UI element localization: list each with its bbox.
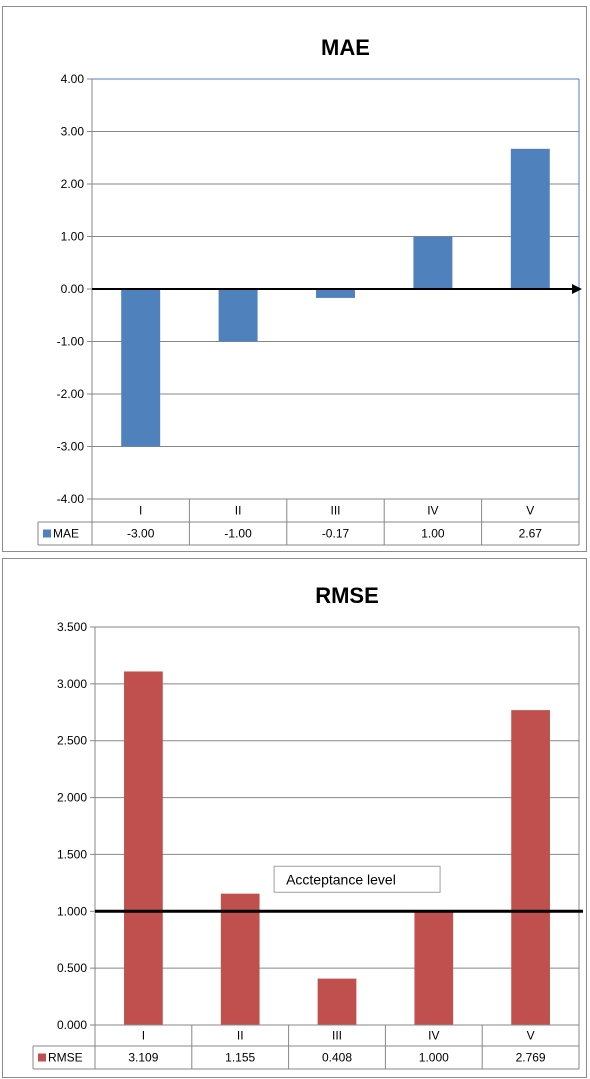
- mae-chart-title: MAE: [321, 35, 370, 60]
- rmse-chart-title: RMSE: [315, 583, 379, 608]
- mae-category-label-3: III: [330, 504, 340, 518]
- rmse-bar-2: [220, 893, 260, 1025]
- rmse-acceptance-label: Accteptance level: [286, 871, 396, 887]
- mae-value-label-5: 2.67: [519, 527, 543, 541]
- rmse-category-label-2: II: [237, 1029, 244, 1043]
- rmse-value-label-2: 1.155: [225, 1051, 255, 1065]
- rmse-category-label-3: III: [332, 1029, 342, 1043]
- rmse-category-label-1: I: [142, 1029, 145, 1043]
- mae-value-label-2: -1.00: [224, 527, 252, 541]
- mae-ytick-label-5: -1.00: [57, 335, 85, 349]
- mae-ytick-label-8: -4.00: [57, 492, 85, 506]
- mae-category-label-1: I: [139, 504, 142, 518]
- rmse-category-label-4: IV: [428, 1029, 439, 1043]
- rmse-ytick-label-6: 0.500: [57, 961, 87, 975]
- rmse-bar-1: [124, 671, 163, 1025]
- mae-ytick-label-6: -2.00: [57, 387, 85, 401]
- mae-ytick-label-1: 3.00: [61, 125, 85, 139]
- rmse-chart-panel: RMSE 3.500 3.000 2.500 2.000 1.500 1.000 0.500 0…: [2, 558, 587, 1078]
- mae-bar-1: [121, 289, 161, 447]
- rmse-ytick-label-5: 1.000: [57, 904, 87, 918]
- rmse-ytick-label-4: 1.500: [57, 847, 87, 861]
- mae-category-label-5: V: [526, 504, 534, 518]
- mae-bar-4: [413, 236, 453, 289]
- mae-chart-panel: MAE 4.00 3.00 2.00 1.00 0.00 -1.00 -2.00 -3.00 -4…: [2, 6, 587, 552]
- rmse-category-label-5: V: [527, 1029, 535, 1043]
- mae-ytick-label-0: 4.00: [61, 72, 85, 86]
- mae-value-label-4: 1.00: [421, 527, 445, 541]
- mae-bar-2: [218, 289, 258, 342]
- rmse-legend-swatch: [38, 1053, 46, 1062]
- mae-zero-axis-arrowhead: [572, 284, 582, 294]
- mae-ytick-label-3: 1.00: [61, 230, 85, 244]
- rmse-bar-4: [414, 911, 454, 1025]
- rmse-chart: RMSE 3.500 3.000 2.500 2.000 1.500 1.000 0.500 0…: [32, 583, 583, 1070]
- mae-ytick-label-2: 2.00: [61, 177, 85, 191]
- rmse-bar-5: [511, 710, 550, 1025]
- rmse-value-label-3: 0.408: [322, 1051, 352, 1065]
- mae-value-label-3: -0.17: [322, 527, 350, 541]
- rmse-legend-name: RMSE: [48, 1051, 83, 1065]
- rmse-ytick-label-0: 3.500: [57, 620, 87, 634]
- rmse-acceptance-label-box: [273, 865, 441, 893]
- mae-ytick-label-7: -3.00: [57, 440, 85, 454]
- mae-legend-name: MAE: [53, 527, 79, 541]
- rmse-ytick-label-1: 3.000: [57, 677, 87, 691]
- mae-category-label-2: II: [235, 504, 242, 518]
- rmse-value-label-4: 1.000: [419, 1051, 449, 1065]
- mae-ytick-label-4: 0.00: [61, 282, 85, 296]
- rmse-value-label-5: 2.769: [516, 1051, 546, 1065]
- mae-value-label-1: -3.00: [127, 527, 155, 541]
- rmse-ytick-label-7: 0.000: [57, 1018, 87, 1032]
- rmse-value-label-1: 3.109: [128, 1051, 158, 1065]
- mae-bar-3: [316, 289, 355, 298]
- rmse-bar-3: [317, 978, 357, 1025]
- mae-legend-swatch: [43, 529, 51, 538]
- mae-category-label-4: IV: [427, 504, 438, 518]
- rmse-ytick-label-3: 2.000: [57, 791, 87, 805]
- mae-chart: MAE 4.00 3.00 2.00 1.00 0.00 -1.00 -2.00 -3.00 -4…: [37, 35, 582, 546]
- rmse-ytick-label-2: 2.500: [57, 734, 87, 748]
- mae-bar-5: [510, 148, 550, 289]
